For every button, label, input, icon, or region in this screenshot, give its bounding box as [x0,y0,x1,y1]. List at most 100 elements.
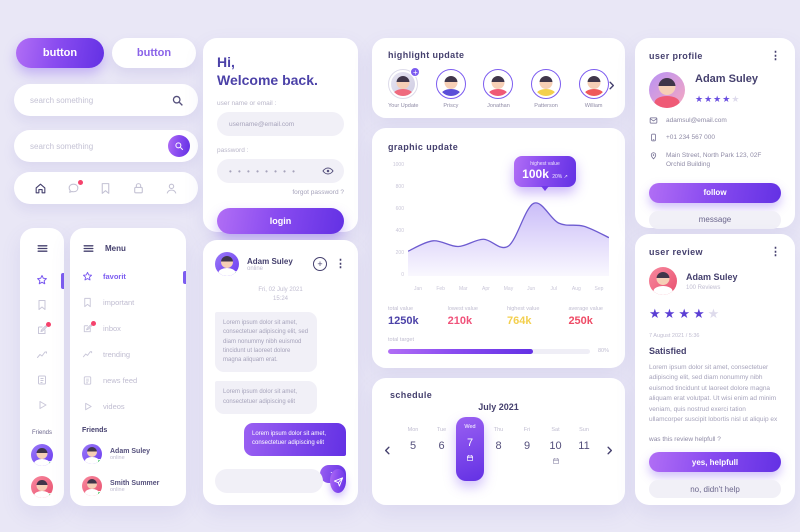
news-feed-icon[interactable] [20,374,64,386]
sidebar-item-favorit[interactable]: favorit [82,271,186,284]
add-story-icon[interactable]: + [410,67,421,77]
videos-play-icon[interactable] [20,399,64,411]
username-field[interactable] [217,112,344,136]
calendar-day[interactable]: Tue 6 [436,427,447,452]
username-label: user name or email : [217,100,277,107]
chat-card: Adam Suley online + ⋮ Fri, 02 July 2021 1… [203,240,358,505]
chat-menu-icon[interactable]: ⋮ [335,257,346,270]
area-chart: 1000 800 600 400 200 0 Jan Feb Mar Apr May Jun Jul A… [388,156,610,292]
calendar-day[interactable]: Sat 10 [542,420,570,478]
eye-icon[interactable] [322,165,334,177]
mail-icon [649,116,658,125]
hamburger-menu-icon[interactable] [20,242,64,255]
chat-user-name: Adam Suley [247,256,293,266]
no-help-button[interactable]: no, didn't help [649,480,781,499]
lock-icon[interactable] [132,182,145,195]
search-input[interactable] [30,95,171,105]
trending-icon[interactable] [20,349,64,361]
forgot-password-link[interactable]: forgot password ? [292,189,344,196]
story-william[interactable]: William [578,69,609,109]
follow-button[interactable]: follow [649,182,781,203]
chat-icon[interactable] [67,179,83,195]
next-week-chevron-icon[interactable] [604,445,615,456]
helpful-question: was this review helpfull ? [649,436,721,444]
calendar-day[interactable]: Fri 9 [523,427,531,452]
calendar-month: July 2021 [478,402,519,412]
friend-row-smith[interactable]: Smith Summer online [82,476,174,496]
profile-menu-icon[interactable]: ⋮ [770,50,781,62]
inbox-dot [46,322,51,327]
search-submit-button[interactable] [168,135,190,157]
hamburger-menu-icon[interactable] [82,242,95,255]
chart-tooltip: highest value 100k 20% ↗ [514,156,576,192]
story-priscy[interactable]: Priscy [435,69,467,109]
chat-message-received: Lorem ipsum dolor sit amet, consectetuer… [215,312,317,373]
metric-average-value: average value 250k [568,306,603,327]
sidebar-item-news-feed[interactable]: news feed [82,375,174,386]
chat-message-sent: Lorem ipsum dolor sit amet, consectetuer… [244,423,346,456]
notification-dot [77,179,83,185]
user-profile-card: user profile ⋮ Adam Suley ★★★★★ adamsul@… [635,38,795,229]
favorit-star-icon[interactable] [20,273,64,289]
password-label: password : [217,147,249,154]
target-percent: 80% [597,348,609,354]
search-input-alt[interactable] [30,141,168,151]
trend-icon [82,349,93,360]
friend-row-adam[interactable]: Adam Suley online [82,444,174,464]
avatar [82,444,102,464]
sidebar-item-inbox[interactable]: inbox [82,321,174,334]
review-headline: Satisfied [649,346,687,356]
story-patterson[interactable]: Patterson [531,69,562,109]
sidebar-item-videos[interactable]: videos [82,401,174,412]
chart-area-fill [408,202,609,276]
chart-y-axis: 1000 800 600 400 200 0 [392,162,404,278]
card-title: graphic update [388,142,459,152]
card-title: schedule [390,390,433,400]
menu-title: Menu [105,244,126,253]
bottom-nav-bar [14,172,198,204]
profile-rating-stars: ★★★★★ [695,94,741,104]
search-icon[interactable] [171,94,184,107]
star-icon [82,271,93,282]
important-bookmark-icon[interactable] [20,299,64,311]
add-chat-icon[interactable]: + [313,257,327,271]
profile-email-row: adamsul@email.com [649,116,781,125]
bookmark-icon [82,297,93,308]
user-icon[interactable] [165,182,178,195]
review-menu-icon[interactable]: ⋮ [770,246,781,258]
sidebar-item-trending[interactable]: trending [82,349,174,360]
story-your-update[interactable]: + Your Update [388,67,421,109]
secondary-button[interactable]: button [112,38,196,68]
calendar-day[interactable]: Thu 8 [493,427,504,452]
prev-week-chevron-icon[interactable] [382,445,393,456]
calendar-day-selected[interactable]: Wed 7 [456,417,484,481]
chat-avatar [215,252,239,276]
inbox-compose-icon[interactable] [20,322,64,336]
friends-label: Friends [31,430,52,436]
bookmark-icon[interactable] [99,182,112,195]
login-button[interactable]: login [217,208,344,234]
message-button[interactable]: message [649,210,781,229]
next-stories-chevron-icon[interactable] [606,80,617,91]
primary-button[interactable]: button [16,38,104,68]
pin-icon [649,151,658,160]
reviewer-avatar [649,267,677,295]
calendar-day[interactable]: Sun 11 [578,427,590,452]
friend-avatar[interactable] [31,476,53,498]
reviews-count: 100 Reviews [686,284,721,291]
friend-avatar[interactable] [31,444,53,466]
user-review-card: user review ⋮ Adam Suley 100 Reviews ★★★… [635,234,795,505]
calendar-day[interactable]: Mon 5 [407,427,419,452]
chart-x-axis: Jan Feb Mar Apr May Jun Jul Aug Sep [413,286,604,292]
chat-message-received: Lorem ipsum dolor sit amet, consectetuer… [215,381,317,415]
chat-message-input[interactable] [215,469,323,493]
menu-sidebar: Menu favorit important inbox trending ne… [70,228,186,506]
yes-helpful-button[interactable]: yes, helpfull [649,452,781,473]
target-label: total target [388,337,414,343]
send-button[interactable] [330,469,346,493]
event-calendar-icon [552,457,560,465]
story-jonathan[interactable]: Jonathan [483,69,514,109]
home-icon[interactable] [34,182,47,195]
avatar [82,476,102,496]
sidebar-item-important[interactable]: important [82,297,174,308]
